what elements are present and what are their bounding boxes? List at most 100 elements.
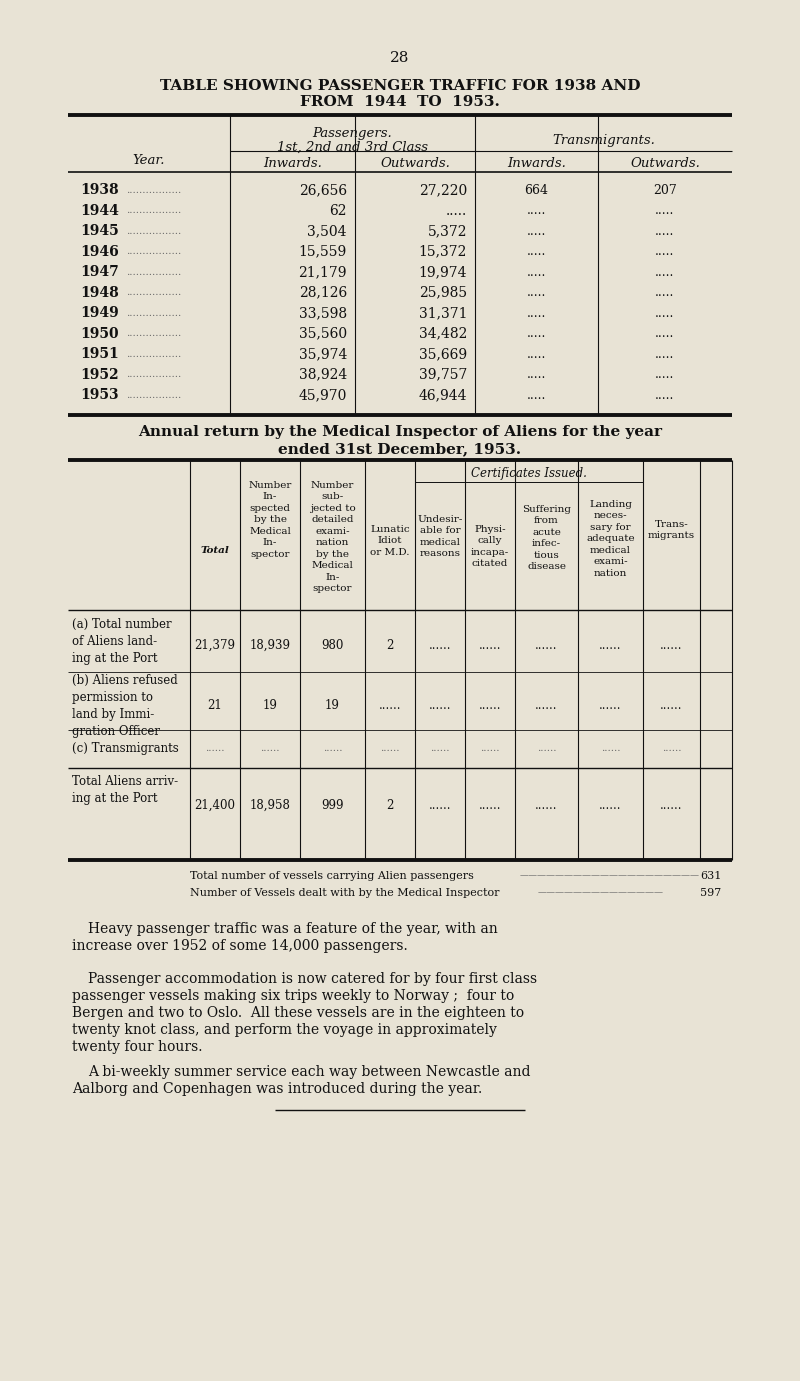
Text: 1938: 1938	[80, 184, 118, 197]
Text: ......: ......	[322, 743, 342, 753]
Text: Lunatic
Idiot
or M.D.: Lunatic Idiot or M.D.	[370, 525, 410, 557]
Text: ......: ......	[599, 699, 622, 711]
Text: ......: ......	[380, 743, 400, 753]
Text: Physi-
cally
incapa-
citated: Physi- cally incapa- citated	[471, 525, 509, 569]
Text: .....: .....	[527, 367, 546, 381]
Text: .....: .....	[655, 327, 674, 340]
Text: A bi-weekly summer service each way between Newcastle and: A bi-weekly summer service each way betw…	[88, 1065, 530, 1079]
Text: Year.: Year.	[133, 153, 166, 167]
Text: FROM  1944  TO  1953.: FROM 1944 TO 1953.	[300, 95, 500, 109]
Text: 1st, 2nd and 3rd Class: 1st, 2nd and 3rd Class	[277, 141, 428, 153]
Text: 1948: 1948	[80, 286, 118, 300]
Text: 28: 28	[390, 51, 410, 65]
Text: 21,379: 21,379	[194, 638, 235, 652]
Text: ......: ......	[429, 699, 451, 711]
Text: twenty knot class, and perform the voyage in approximately: twenty knot class, and perform the voyag…	[72, 1023, 497, 1037]
Text: .....: .....	[527, 265, 546, 279]
Text: .....: .....	[655, 265, 674, 279]
Text: 18,939: 18,939	[250, 638, 290, 652]
Text: Aalborg and Copenhagen was introduced during the year.: Aalborg and Copenhagen was introduced du…	[72, 1081, 482, 1097]
Text: Landing
neces-
sary for
adequate
medical
exami-
nation: Landing neces- sary for adequate medical…	[586, 500, 635, 577]
Text: 35,669: 35,669	[419, 347, 467, 360]
Text: 21,400: 21,400	[194, 798, 235, 812]
Text: ......: ......	[206, 743, 225, 753]
Text: 1950: 1950	[80, 326, 118, 341]
Text: 33,598: 33,598	[299, 307, 347, 320]
Text: .....: .....	[446, 203, 467, 217]
Text: .................: .................	[126, 247, 182, 255]
Text: 2: 2	[386, 638, 394, 652]
Text: Number of Vessels dealt with by the Medical Inspector: Number of Vessels dealt with by the Medi…	[190, 888, 499, 898]
Text: ......: ......	[430, 743, 450, 753]
Text: ......: ......	[478, 798, 502, 812]
Text: Number
sub-
jected to
detailed
exami-
nation
by the
Medical
In-
spector: Number sub- jected to detailed exami- na…	[310, 481, 355, 592]
Text: 21,179: 21,179	[298, 265, 347, 279]
Text: 1952: 1952	[80, 367, 118, 381]
Text: 28,126: 28,126	[298, 286, 347, 300]
Text: .................: .................	[126, 308, 182, 318]
Text: 1946: 1946	[80, 244, 118, 258]
Text: 31,371: 31,371	[418, 307, 467, 320]
Text: 34,482: 34,482	[418, 326, 467, 341]
Text: Inwards.: Inwards.	[507, 156, 566, 170]
Text: .................: .................	[126, 185, 182, 195]
Text: ......: ......	[478, 638, 502, 652]
Text: 15,372: 15,372	[418, 244, 467, 258]
Text: ......: ......	[480, 743, 500, 753]
Text: 35,974: 35,974	[298, 347, 347, 360]
Text: .................: .................	[126, 391, 182, 399]
Text: Outwards.: Outwards.	[380, 156, 450, 170]
Text: ......: ......	[478, 699, 502, 711]
Text: ——————————————: ——————————————	[538, 888, 664, 898]
Text: 19,974: 19,974	[418, 265, 467, 279]
Text: 26,656: 26,656	[299, 184, 347, 197]
Text: ......: ......	[535, 798, 558, 812]
Text: 25,985: 25,985	[419, 286, 467, 300]
Text: 21: 21	[208, 699, 222, 711]
Text: passenger vessels making six trips weekly to Norway ;  four to: passenger vessels making six trips weekl…	[72, 989, 514, 1003]
Text: 19: 19	[262, 699, 278, 711]
Text: .................: .................	[126, 226, 182, 236]
Text: Total Aliens arriv-
ing at the Port: Total Aliens arriv- ing at the Port	[72, 775, 178, 805]
Text: .....: .....	[527, 286, 546, 300]
Text: .....: .....	[655, 388, 674, 402]
Text: 597: 597	[700, 888, 722, 898]
Text: (c) Transmigrants: (c) Transmigrants	[72, 742, 178, 754]
Text: ......: ......	[660, 699, 682, 711]
Text: Total: Total	[201, 545, 230, 555]
Text: 207: 207	[653, 184, 677, 196]
Text: ......: ......	[599, 638, 622, 652]
Text: .................: .................	[126, 206, 182, 215]
Text: 39,757: 39,757	[418, 367, 467, 381]
Text: 1947: 1947	[80, 265, 118, 279]
Text: 18,958: 18,958	[250, 798, 290, 812]
Text: ......: ......	[660, 798, 682, 812]
Text: .................: .................	[126, 329, 182, 338]
Text: .................: .................	[126, 370, 182, 378]
Text: 2: 2	[386, 798, 394, 812]
Text: Inwards.: Inwards.	[263, 156, 322, 170]
Text: 45,970: 45,970	[298, 388, 347, 402]
Text: ......: ......	[535, 638, 558, 652]
Text: .....: .....	[527, 244, 546, 258]
Text: 62: 62	[330, 203, 347, 217]
Text: (a) Total number
of Aliens land-
ing at the Port: (a) Total number of Aliens land- ing at …	[72, 619, 172, 666]
Text: .....: .....	[655, 367, 674, 381]
Text: ......: ......	[535, 699, 558, 711]
Text: ......: ......	[599, 798, 622, 812]
Text: 631: 631	[700, 871, 722, 881]
Text: .....: .....	[655, 286, 674, 300]
Text: 38,924: 38,924	[298, 367, 347, 381]
Text: 664: 664	[525, 184, 549, 196]
Text: Passenger accommodation is now catered for by four first class: Passenger accommodation is now catered f…	[88, 972, 537, 986]
Text: Heavy passenger traffic was a feature of the year, with an: Heavy passenger traffic was a feature of…	[88, 923, 498, 936]
Text: 3,504: 3,504	[307, 224, 347, 238]
Text: ......: ......	[429, 638, 451, 652]
Text: TABLE SHOWING PASSENGER TRAFFIC FOR 1938 AND: TABLE SHOWING PASSENGER TRAFFIC FOR 1938…	[160, 79, 640, 93]
Text: .................: .................	[126, 268, 182, 276]
Text: ......: ......	[260, 743, 280, 753]
Text: 35,560: 35,560	[299, 326, 347, 341]
Text: 15,559: 15,559	[298, 244, 347, 258]
Text: .....: .....	[655, 307, 674, 319]
Text: twenty four hours.: twenty four hours.	[72, 1040, 202, 1054]
